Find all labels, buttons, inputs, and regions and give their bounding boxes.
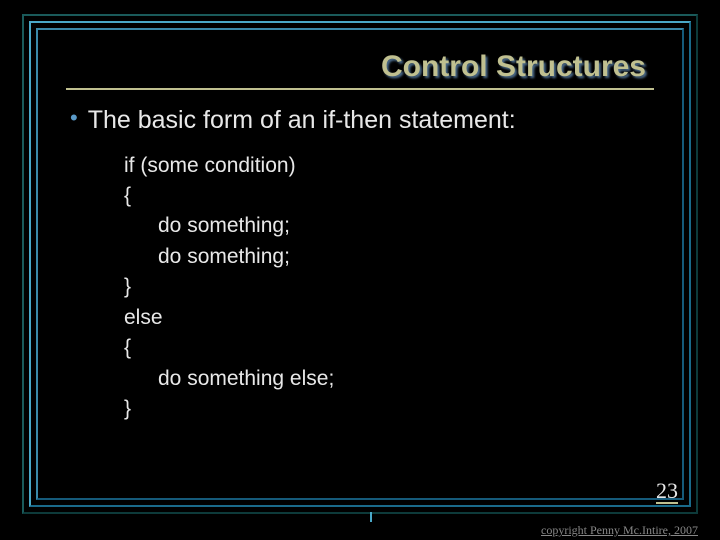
bullet-icon: • (70, 104, 78, 133)
code-block: if (some condition) { do something; do s… (124, 151, 654, 425)
inner-border: Control Structures • The basic form of a… (36, 28, 684, 500)
bottom-tick-mark (370, 512, 372, 522)
slide-title: Control Structures (66, 50, 654, 90)
slide-content: Control Structures • The basic form of a… (66, 50, 654, 478)
bullet-text: The basic form of an if-then statement: (88, 104, 516, 137)
code-line: do something; (158, 211, 654, 241)
bullet-item: • The basic form of an if-then statement… (70, 104, 654, 137)
code-line: if (some condition) (124, 151, 654, 181)
mid-border: Control Structures • The basic form of a… (29, 21, 691, 507)
outer-border: Control Structures • The basic form of a… (22, 14, 698, 514)
code-line: } (124, 272, 654, 302)
copyright-text: copyright Penny Mc.Intire, 2007 (541, 523, 698, 538)
code-line: } (124, 394, 654, 424)
code-line: { (124, 333, 654, 363)
code-line: else (124, 303, 654, 333)
code-line: do something; (158, 242, 654, 272)
page-number: 23 (656, 478, 678, 504)
code-line: do something else; (158, 364, 654, 394)
code-line: { (124, 181, 654, 211)
